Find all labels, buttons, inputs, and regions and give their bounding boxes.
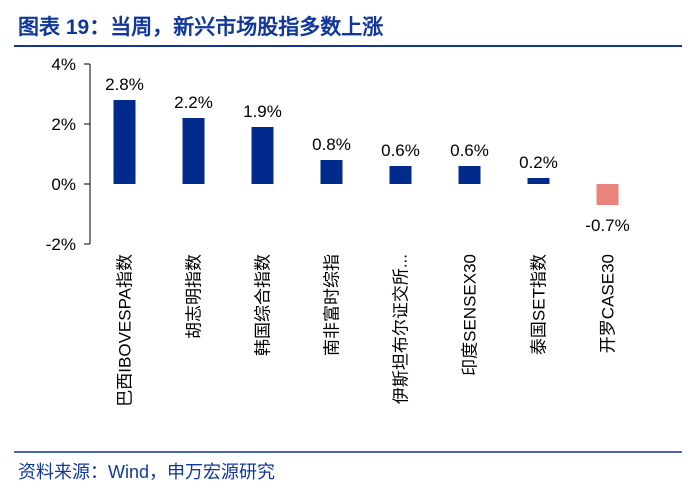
- data-label: 0.2%: [519, 153, 558, 172]
- x-tick-label: 印度SENSEX30: [461, 254, 480, 376]
- x-tick-label: 伊斯坦布尔证交所...: [392, 254, 411, 404]
- source: 资料来源：Wind，申万宏源研究: [18, 462, 275, 482]
- x-tick-label: 巴西IBOVESPA指数: [116, 254, 135, 407]
- y-tick-label: 2%: [51, 115, 76, 134]
- data-label: -0.7%: [585, 216, 629, 235]
- bar: [251, 127, 274, 184]
- data-label: 0.6%: [450, 141, 489, 160]
- x-tick-label: 南非富时综指: [323, 254, 342, 356]
- bar: [389, 166, 412, 184]
- y-tick-label: 4%: [51, 55, 76, 74]
- data-label: 0.8%: [312, 135, 351, 154]
- bar: [320, 160, 343, 184]
- x-tick-label: 韩国综合指数: [254, 254, 273, 356]
- bar: [596, 184, 619, 205]
- bar: [527, 178, 550, 184]
- bar: [113, 100, 136, 184]
- chart-title: 图表 19：当周，新兴市场股指多数上涨: [18, 15, 383, 39]
- data-label: 2.8%: [105, 75, 144, 94]
- bar: [182, 118, 205, 184]
- y-tick-label: 0%: [51, 175, 76, 194]
- x-tick-label: 泰国SET指数: [530, 254, 549, 355]
- data-label: 2.2%: [174, 93, 213, 112]
- data-label: 0.6%: [381, 141, 420, 160]
- y-tick-label: -2%: [46, 235, 76, 254]
- data-label: 1.9%: [243, 102, 282, 121]
- bar: [458, 166, 481, 184]
- x-tick-label: 开罗CASE30: [599, 254, 618, 353]
- x-tick-label: 胡志明指数: [185, 254, 204, 339]
